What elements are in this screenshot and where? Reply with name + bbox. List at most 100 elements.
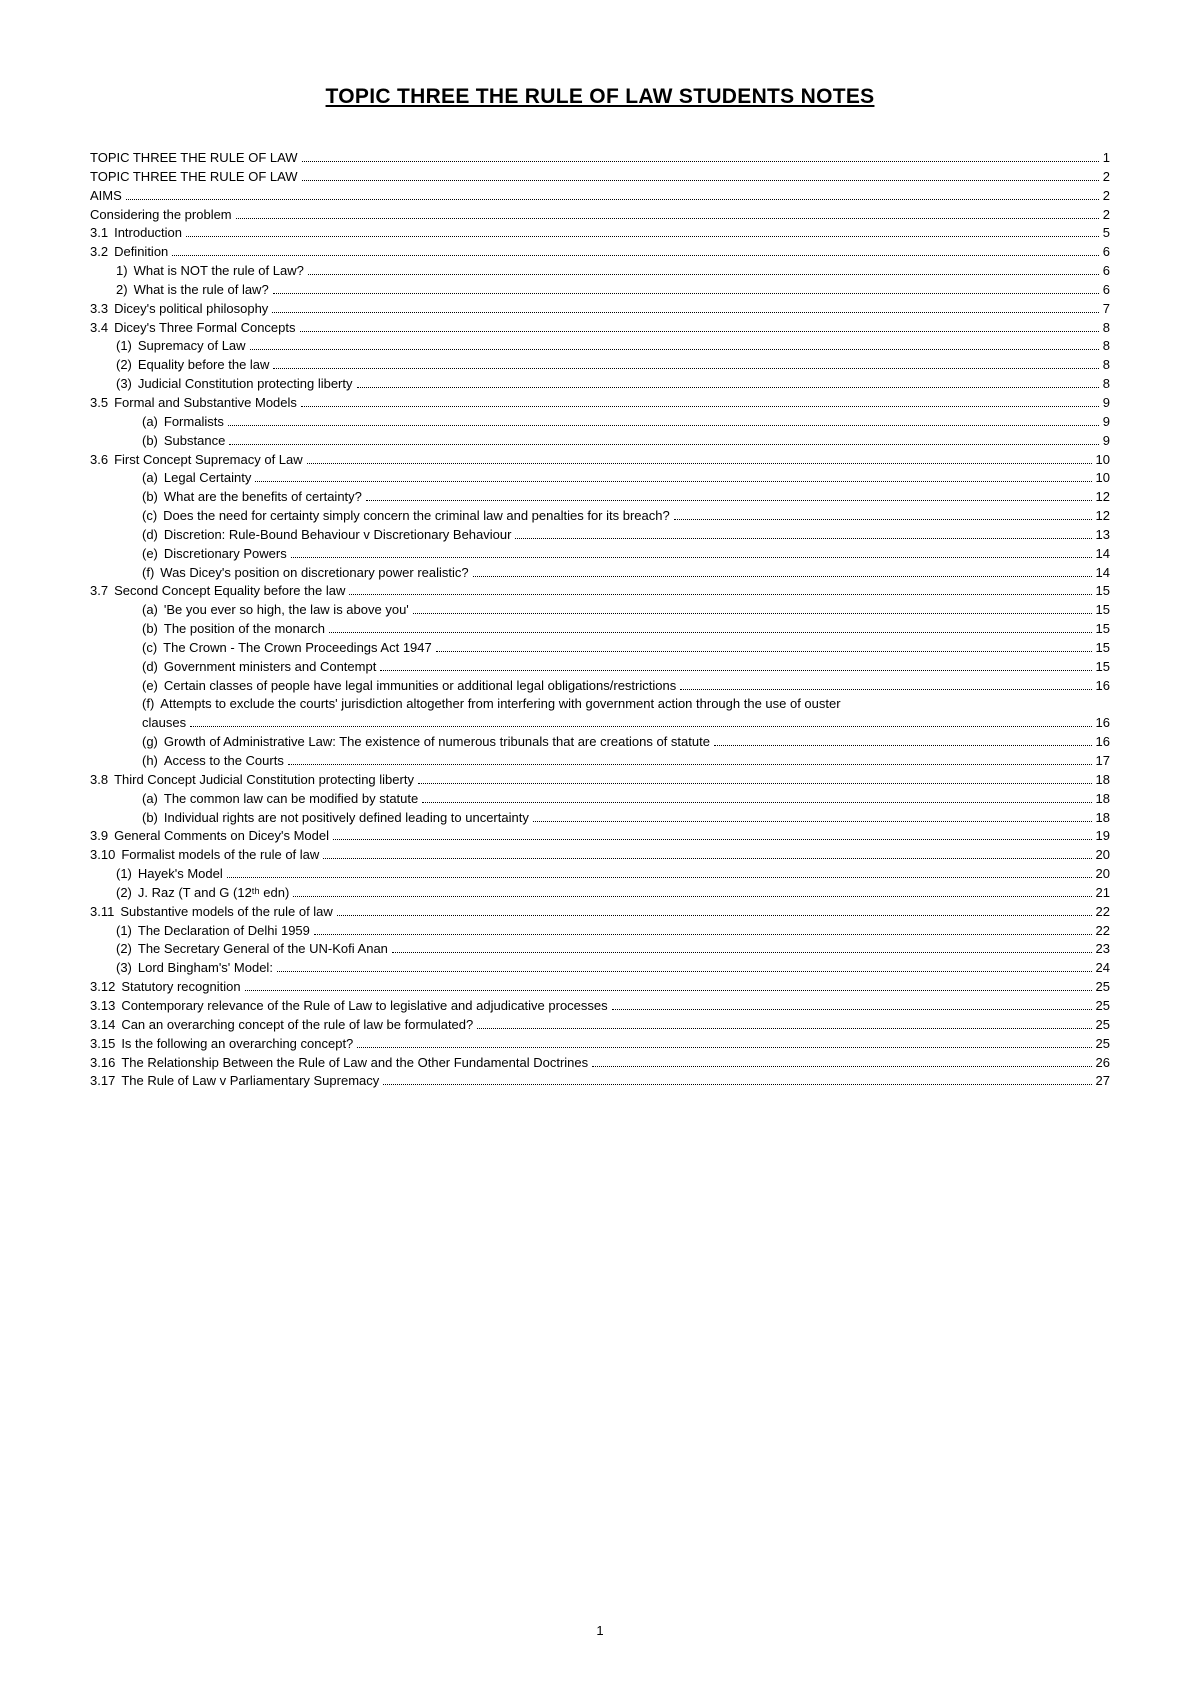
toc-entry-number: 3.17 bbox=[90, 1072, 121, 1091]
toc-entry-page: 25 bbox=[1094, 997, 1110, 1016]
toc-entry: 3.13Contemporary relevance of the Rule o… bbox=[90, 997, 1110, 1016]
toc-entry: (2)The Secretary General of the UN-Kofi … bbox=[90, 940, 1110, 959]
toc-entry-page: 17 bbox=[1094, 752, 1110, 771]
toc-leader-dots bbox=[380, 670, 1091, 671]
toc-entry: (b)What are the benefits of certainty?12 bbox=[90, 488, 1110, 507]
toc-entry-page: 26 bbox=[1094, 1054, 1110, 1073]
toc-entry: (a)'Be you ever so high, the law is abov… bbox=[90, 601, 1110, 620]
toc-entry-number: (g) bbox=[142, 733, 164, 752]
toc-leader-dots bbox=[392, 952, 1092, 953]
toc-entry-label: First Concept Supremacy of Law bbox=[114, 451, 305, 470]
toc-entry-label: Certain classes of people have legal imm… bbox=[164, 677, 678, 696]
toc-entry-number: (a) bbox=[142, 413, 164, 432]
toc-entry-number: (3) bbox=[116, 375, 138, 394]
toc-entry-label: Legal Certainty bbox=[164, 469, 253, 488]
toc-leader-dots bbox=[337, 915, 1092, 916]
toc-leader-dots bbox=[383, 1084, 1091, 1085]
toc-entry: TOPIC THREE THE RULE OF LAW1 bbox=[90, 149, 1110, 168]
toc-entry: TOPIC THREE THE RULE OF LAW 2 bbox=[90, 168, 1110, 187]
toc-entry-number: 1) bbox=[116, 262, 134, 281]
toc-entry-page: 1 bbox=[1101, 149, 1110, 168]
toc-entry-page: 20 bbox=[1094, 865, 1110, 884]
toc-entry: (e)Certain classes of people have legal … bbox=[90, 677, 1110, 696]
toc-leader-dots bbox=[323, 858, 1091, 859]
toc-entry-label: AIMS bbox=[90, 187, 124, 206]
toc-leader-dots bbox=[229, 444, 1098, 445]
toc-entry: (f)Attempts to exclude the courts' juris… bbox=[90, 695, 1110, 714]
toc-entry: (a)The common law can be modified by sta… bbox=[90, 790, 1110, 809]
toc-entry-number: (2) bbox=[116, 356, 138, 375]
toc-entry-label: Dicey's political philosophy bbox=[114, 300, 270, 319]
toc-leader-dots bbox=[477, 1028, 1091, 1029]
toc-entry-number: (b) bbox=[142, 620, 164, 639]
toc-entry-label: Does the need for certainty simply conce… bbox=[163, 507, 672, 526]
toc-leader-dots bbox=[186, 236, 1099, 237]
toc-leader-dots bbox=[255, 481, 1091, 482]
toc-leader-dots bbox=[272, 312, 1098, 313]
toc-leader-dots bbox=[288, 764, 1092, 765]
toc-entry-number: (2) bbox=[116, 884, 138, 903]
toc-entry-label: The Declaration of Delhi 1959 bbox=[138, 922, 312, 941]
toc-leader-dots bbox=[366, 500, 1092, 501]
toc-entry-number: 3.9 bbox=[90, 827, 114, 846]
toc-entry-label: Growth of Administrative Law: The existe… bbox=[164, 733, 712, 752]
toc-entry-page: 10 bbox=[1094, 469, 1110, 488]
toc-entry-page: 16 bbox=[1094, 677, 1110, 696]
toc-entry-label: Can an overarching concept of the rule o… bbox=[121, 1016, 475, 1035]
toc-entry-page: 9 bbox=[1101, 432, 1110, 451]
toc-entry-page: 27 bbox=[1094, 1072, 1110, 1091]
toc-leader-dots bbox=[227, 877, 1092, 878]
toc-entry-number: 3.10 bbox=[90, 846, 121, 865]
toc-entry-number: (a) bbox=[142, 601, 164, 620]
toc-entry: 3.6First Concept Supremacy of Law10 bbox=[90, 451, 1110, 470]
toc-entry-number: 3.3 bbox=[90, 300, 114, 319]
toc-entry-page: 2 bbox=[1101, 168, 1110, 187]
toc-entry: (e)Discretionary Powers14 bbox=[90, 545, 1110, 564]
toc-leader-dots bbox=[314, 934, 1092, 935]
toc-entry: (d)Discretion: Rule-Bound Behaviour v Di… bbox=[90, 526, 1110, 545]
toc-entry: 3.14Can an overarching concept of the ru… bbox=[90, 1016, 1110, 1035]
toc-entry: 3.4Dicey's Three Formal Concepts8 bbox=[90, 319, 1110, 338]
toc-entry-number: 3.5 bbox=[90, 394, 114, 413]
toc-leader-dots bbox=[674, 519, 1092, 520]
toc-leader-dots bbox=[515, 538, 1091, 539]
toc-entry: (h)Access to the Courts17 bbox=[90, 752, 1110, 771]
toc-entry-page: 16 bbox=[1094, 714, 1110, 733]
toc-entry-label: What is NOT the rule of Law? bbox=[134, 262, 306, 281]
toc-entry-number: (e) bbox=[142, 545, 164, 564]
toc-entry-number: (b) bbox=[142, 809, 164, 828]
toc-entry: 3.7Second Concept Equality before the la… bbox=[90, 582, 1110, 601]
toc-entry-number: 2) bbox=[116, 281, 134, 300]
toc-entry-label: Second Concept Equality before the law bbox=[114, 582, 347, 601]
toc-entry-number: (c) bbox=[142, 639, 163, 658]
toc-entry-label: The Rule of Law v Parliamentary Supremac… bbox=[121, 1072, 381, 1091]
toc-entry-page: 22 bbox=[1094, 903, 1110, 922]
toc-entry-number: (1) bbox=[116, 922, 138, 941]
toc-entry-page: 15 bbox=[1094, 658, 1110, 677]
toc-entry-number: 3.2 bbox=[90, 243, 114, 262]
toc-entry-page: 13 bbox=[1094, 526, 1110, 545]
toc-entry-page: 24 bbox=[1094, 959, 1110, 978]
toc-entry-number: (a) bbox=[142, 790, 164, 809]
toc-entry-number: 3.1 bbox=[90, 224, 114, 243]
toc-leader-dots bbox=[329, 632, 1091, 633]
toc-leader-dots bbox=[245, 990, 1092, 991]
document-page: TOPIC THREE THE RULE OF LAW STUDENTS NOT… bbox=[0, 0, 1200, 1141]
toc-entry-page: 6 bbox=[1101, 243, 1110, 262]
toc-entry: 3.10Formalist models of the rule of law2… bbox=[90, 846, 1110, 865]
toc-entry-page: 7 bbox=[1101, 300, 1110, 319]
toc-leader-dots bbox=[302, 161, 1099, 162]
toc-entry: 3.16The Relationship Between the Rule of… bbox=[90, 1054, 1110, 1073]
toc-leader-dots bbox=[592, 1066, 1091, 1067]
toc-entry: (2)J. Raz (T and G (12ᵗʰ edn)21 bbox=[90, 884, 1110, 903]
toc-entry-number: (1) bbox=[116, 865, 138, 884]
toc-entry-page: 23 bbox=[1094, 940, 1110, 959]
toc-leader-dots bbox=[190, 726, 1091, 727]
toc-entry-label: TOPIC THREE THE RULE OF LAW bbox=[90, 168, 300, 187]
toc-entry-page: 14 bbox=[1094, 564, 1110, 583]
toc-entry-label: Formalists bbox=[164, 413, 226, 432]
toc-entry-number: (h) bbox=[142, 752, 164, 771]
toc-leader-dots bbox=[236, 218, 1099, 219]
table-of-contents: TOPIC THREE THE RULE OF LAW1TOPIC THREE … bbox=[90, 149, 1110, 1091]
toc-entry: (b)Substance9 bbox=[90, 432, 1110, 451]
